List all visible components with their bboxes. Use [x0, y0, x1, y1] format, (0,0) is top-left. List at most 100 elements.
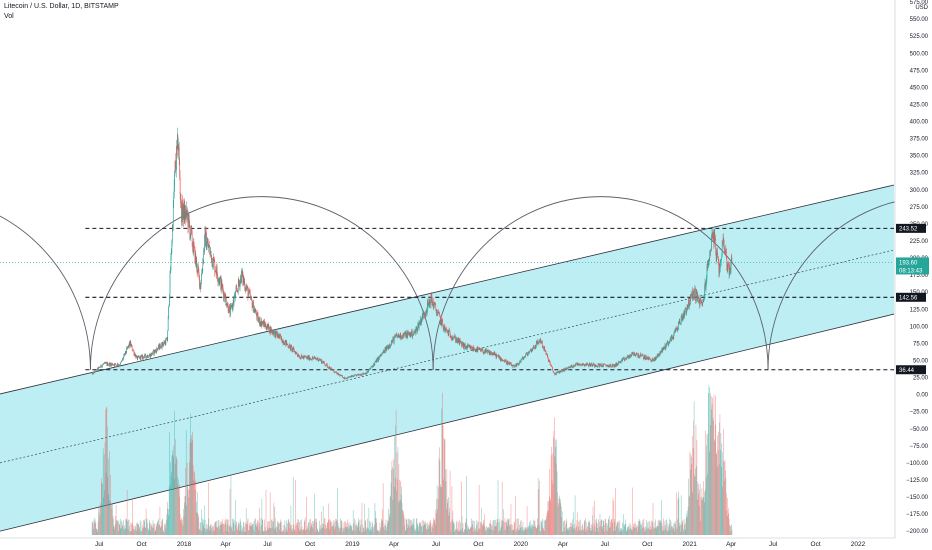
volume-bar	[547, 511, 548, 535]
candle-body	[361, 374, 362, 376]
volume-bar	[383, 527, 384, 535]
volume-bar	[428, 528, 430, 535]
volume-bar	[370, 529, 372, 535]
candle-body	[270, 327, 271, 334]
volume-bar	[588, 522, 589, 535]
volume-bar	[417, 524, 419, 535]
volume-bar	[412, 519, 414, 535]
candle-body	[548, 359, 550, 362]
volume-bar	[630, 528, 631, 535]
candle-body	[687, 304, 688, 309]
volume-bar	[693, 420, 694, 535]
candle-body	[536, 342, 538, 344]
candle-body	[524, 356, 526, 357]
volume-bar	[184, 502, 185, 535]
candle-body	[341, 375, 343, 377]
volume-bar	[153, 527, 154, 535]
volume-bar	[196, 512, 198, 535]
candle-body	[172, 226, 173, 244]
volume-bar	[404, 525, 405, 535]
candle-body	[342, 375, 343, 378]
volume-bar	[583, 530, 584, 535]
volume-bar	[400, 494, 402, 535]
candle-body	[267, 324, 268, 329]
volume-bar	[638, 526, 640, 535]
cycle-arc	[432, 196, 769, 370]
candle-body	[554, 372, 555, 374]
candle-body	[113, 364, 115, 366]
candle-body	[369, 368, 371, 370]
volume-bar	[113, 525, 115, 535]
volume-bar	[449, 470, 451, 535]
candle-body	[491, 352, 492, 353]
volume-bar	[514, 522, 515, 535]
candle-body	[124, 353, 126, 355]
volume-bar	[551, 480, 553, 535]
candle-body	[670, 338, 672, 342]
volume-bar	[680, 524, 682, 535]
volume-bar	[341, 527, 343, 535]
volume-bar	[272, 521, 273, 535]
candle-body	[203, 250, 205, 263]
candle-body	[430, 294, 432, 306]
volume-bar	[344, 527, 346, 535]
candle-body	[429, 300, 431, 305]
volume-bar	[600, 520, 602, 535]
candle-body	[648, 356, 649, 360]
candle-body	[495, 353, 497, 358]
candle-body	[454, 335, 456, 337]
volume-bar	[589, 522, 591, 535]
volume-bar	[716, 454, 717, 535]
volume-bar	[565, 530, 566, 535]
volume-bar	[387, 523, 389, 535]
candle-body	[480, 350, 482, 352]
volume-bar	[559, 498, 561, 535]
volume-bar	[276, 531, 277, 535]
volume-bar	[481, 508, 482, 535]
volume-bar	[389, 496, 391, 535]
candle-body	[485, 349, 487, 353]
candle-body	[410, 332, 411, 337]
volume-bar	[354, 518, 355, 535]
volume-bar	[584, 520, 585, 535]
candle-body	[602, 366, 604, 368]
candle-body	[181, 200, 183, 222]
volume-bar	[349, 522, 351, 535]
candle-body	[421, 319, 422, 325]
volume-bar	[593, 523, 595, 535]
candle-body	[728, 265, 730, 275]
volume-bar	[386, 527, 387, 535]
candle-body	[158, 345, 160, 348]
volume-bar	[208, 482, 209, 535]
volume-bar	[195, 490, 196, 535]
candle-body	[247, 286, 248, 288]
volume-bar	[244, 526, 246, 535]
volume-bar	[326, 528, 327, 535]
volume-bar	[681, 524, 682, 535]
candle-body	[124, 353, 125, 355]
volume-bar	[480, 522, 482, 535]
volume-bar	[285, 527, 287, 535]
candle-body	[667, 340, 669, 342]
candle-body	[286, 341, 288, 345]
candle-body	[557, 371, 559, 373]
candle-body	[362, 374, 363, 376]
candle-body	[236, 287, 237, 289]
candle-body	[583, 363, 584, 365]
volume-bar	[661, 500, 662, 535]
candle-body	[500, 356, 501, 361]
volume-bar	[467, 528, 469, 535]
volume-bar	[468, 528, 470, 535]
candle-body	[606, 365, 608, 367]
volume-bar	[265, 489, 267, 535]
volume-bar	[417, 526, 419, 535]
volume-bar	[657, 525, 658, 535]
volume-bar	[271, 518, 273, 535]
volume-bar	[174, 464, 176, 535]
candle-body	[668, 342, 670, 343]
volume-bar	[287, 519, 289, 535]
candle-body	[661, 350, 662, 352]
candle-body	[628, 356, 630, 358]
candle-body	[196, 270, 198, 273]
